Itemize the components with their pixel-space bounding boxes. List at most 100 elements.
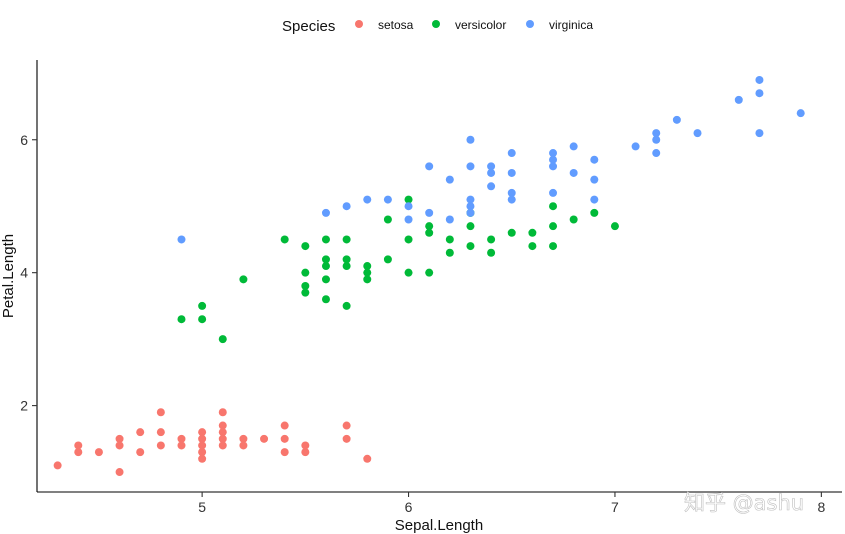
point-virginica xyxy=(549,149,558,158)
point-virginica xyxy=(487,162,496,171)
point-setosa xyxy=(239,434,248,443)
point-versicolor xyxy=(342,255,351,264)
point-setosa xyxy=(198,434,207,443)
point-virginica xyxy=(425,208,434,217)
point-setosa xyxy=(115,434,124,443)
point-setosa xyxy=(218,428,227,437)
point-versicolor xyxy=(528,242,537,251)
point-setosa xyxy=(177,441,186,450)
point-setosa xyxy=(177,434,186,443)
point-setosa xyxy=(342,434,351,443)
point-setosa xyxy=(136,428,145,437)
axes: 5 6 7 8 2 4 6 Sepal.Length Petal.Length xyxy=(0,60,842,534)
point-setosa xyxy=(218,434,227,443)
point-versicolor xyxy=(528,228,537,237)
point-virginica xyxy=(466,135,475,144)
point-versicolor xyxy=(549,242,558,251)
point-setosa xyxy=(198,448,207,457)
watermark-text: 知乎 @ashu xyxy=(684,491,804,515)
point-virginica xyxy=(507,149,516,158)
point-virginica xyxy=(796,109,805,118)
point-virginica xyxy=(672,115,681,124)
point-virginica xyxy=(466,195,475,204)
point-versicolor xyxy=(445,235,454,244)
point-versicolor xyxy=(177,315,186,324)
x-tick-label: 5 xyxy=(198,499,206,515)
point-versicolor xyxy=(342,235,351,244)
legend-item-versicolor: versicolor xyxy=(432,18,506,32)
point-virginica xyxy=(404,215,413,224)
point-versicolor xyxy=(383,255,392,264)
point-setosa xyxy=(136,448,145,457)
point-setosa xyxy=(198,428,207,437)
point-versicolor xyxy=(466,242,475,251)
x-axis-title: Sepal.Length xyxy=(395,517,483,534)
point-setosa xyxy=(198,441,207,450)
point-virginica xyxy=(549,155,558,164)
point-virginica xyxy=(487,182,496,191)
legend-label-virginica: virginica xyxy=(549,18,593,32)
point-setosa xyxy=(239,441,248,450)
point-versicolor xyxy=(198,301,207,310)
legend-key-versicolor xyxy=(432,20,440,28)
y-tick-label: 2 xyxy=(20,398,28,414)
point-versicolor xyxy=(342,262,351,271)
legend-label-setosa: setosa xyxy=(378,18,414,32)
point-setosa xyxy=(301,441,310,450)
point-setosa xyxy=(218,421,227,430)
point-setosa xyxy=(280,434,289,443)
point-virginica xyxy=(590,195,599,204)
point-virginica xyxy=(755,89,764,98)
point-virginica xyxy=(445,215,454,224)
point-versicolor xyxy=(321,262,330,271)
point-virginica xyxy=(507,168,516,177)
y-axis-title: Petal.Length xyxy=(0,234,17,318)
point-versicolor xyxy=(610,222,619,231)
point-virginica xyxy=(652,129,661,138)
point-setosa xyxy=(74,441,83,450)
legend-key-setosa xyxy=(355,20,363,28)
x-tick-label: 7 xyxy=(611,499,619,515)
point-virginica xyxy=(321,208,330,217)
point-versicolor xyxy=(487,248,496,257)
series-versicolor xyxy=(177,195,619,344)
point-versicolor xyxy=(301,281,310,290)
point-virginica xyxy=(177,235,186,244)
point-versicolor xyxy=(466,222,475,231)
point-virginica xyxy=(466,202,475,211)
point-virginica xyxy=(445,175,454,184)
point-versicolor xyxy=(363,262,372,271)
legend-item-virginica: virginica xyxy=(526,18,593,32)
point-setosa xyxy=(156,441,165,450)
point-versicolor xyxy=(342,301,351,310)
x-tick-label: 8 xyxy=(817,499,825,515)
point-versicolor xyxy=(549,222,558,231)
point-virginica xyxy=(507,195,516,204)
point-virginica xyxy=(425,162,434,171)
legend-item-setosa: setosa xyxy=(355,18,414,32)
point-virginica xyxy=(652,149,661,158)
point-virginica xyxy=(652,135,661,144)
point-versicolor xyxy=(404,268,413,277)
point-versicolor xyxy=(321,295,330,304)
point-versicolor xyxy=(239,275,248,284)
point-versicolor xyxy=(445,248,454,257)
point-virginica xyxy=(734,95,743,104)
point-virginica xyxy=(569,168,578,177)
point-virginica xyxy=(466,162,475,171)
point-versicolor xyxy=(321,275,330,284)
point-virginica xyxy=(755,75,764,84)
point-virginica xyxy=(569,142,578,151)
point-setosa xyxy=(115,468,124,477)
y-tick-label: 4 xyxy=(20,265,28,281)
point-versicolor xyxy=(301,288,310,297)
point-virginica xyxy=(549,162,558,171)
point-setosa xyxy=(115,441,124,450)
point-setosa xyxy=(94,448,103,457)
point-setosa xyxy=(280,421,289,430)
point-virginica xyxy=(590,175,599,184)
point-virginica xyxy=(466,208,475,217)
point-setosa xyxy=(198,454,207,463)
point-versicolor xyxy=(425,268,434,277)
point-setosa xyxy=(218,441,227,450)
